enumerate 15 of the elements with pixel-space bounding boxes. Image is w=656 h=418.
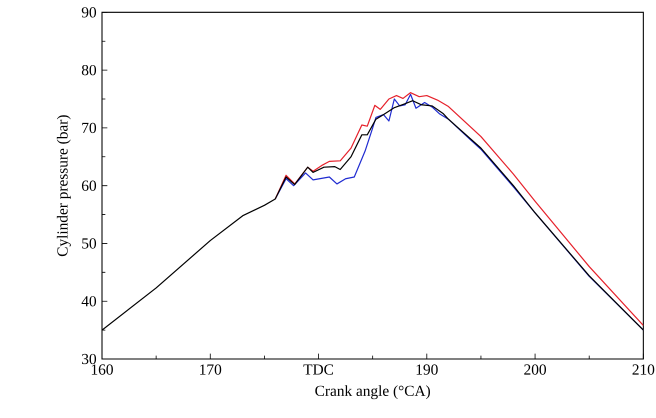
x-tick-label: 160: [92, 364, 113, 375]
y-tick-label: 30: [82, 354, 96, 364]
y-axis-title: Cylinder pressure (bar): [56, 115, 71, 256]
x-tick-label: 170: [200, 364, 222, 375]
y-tick-label: 90: [82, 7, 96, 18]
y-tick-label: 50: [82, 238, 96, 249]
x-tick-label: 190: [416, 364, 438, 375]
x-tick-label: TDC: [303, 364, 334, 375]
y-tick-label: 40: [82, 296, 96, 306]
x-tick-label: 200: [524, 364, 546, 375]
y-tick-label: 70: [82, 122, 96, 134]
x-tick-label: 210: [632, 364, 654, 375]
x-axis-title: Crank angle (°CA): [315, 385, 430, 400]
y-tick-label: 60: [82, 180, 96, 191]
y-tick-label: 80: [82, 64, 96, 76]
